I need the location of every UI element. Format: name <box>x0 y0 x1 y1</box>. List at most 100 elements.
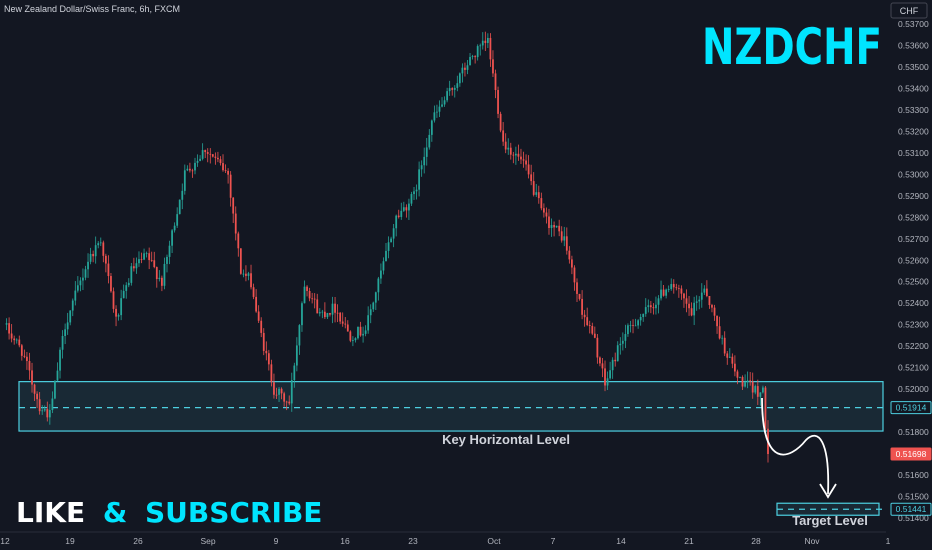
candle-body <box>288 401 291 404</box>
candle-body <box>26 356 28 362</box>
candle-body <box>509 147 512 155</box>
chart-pane[interactable] <box>0 0 886 532</box>
candle-body <box>245 273 247 276</box>
candle-body <box>402 207 405 211</box>
candle-body <box>341 321 344 324</box>
candle-body <box>573 267 576 283</box>
candle-body <box>436 111 438 113</box>
candle-body <box>734 363 736 372</box>
candle-body <box>150 260 153 261</box>
candle-body <box>672 284 675 288</box>
candle-body <box>364 330 367 334</box>
candle-body <box>718 326 721 339</box>
candle-body <box>117 315 120 317</box>
candle-body <box>362 333 364 336</box>
candle-body <box>130 266 133 283</box>
candle-body <box>494 73 497 91</box>
candle-body <box>649 305 652 308</box>
candle-body <box>66 322 69 330</box>
candle-body <box>293 365 296 381</box>
candle-body <box>369 309 372 316</box>
candle-body <box>260 320 263 333</box>
candle-body <box>222 163 224 171</box>
price-tick-label: 0.52500 <box>898 277 929 287</box>
candle-body <box>278 388 280 395</box>
candle-body <box>367 315 370 331</box>
candle-body <box>237 233 240 249</box>
price-tick-label: 0.51600 <box>898 470 929 480</box>
candle-body <box>425 147 428 157</box>
candle-body <box>736 371 739 378</box>
candlestick-series <box>5 31 769 463</box>
candle-body <box>614 359 617 362</box>
candle-body <box>15 339 18 341</box>
candle-body <box>497 90 499 114</box>
candle-body <box>374 292 377 303</box>
price-tick-label: 0.51500 <box>898 492 929 502</box>
candle-body <box>532 181 535 195</box>
projection-arrow-path <box>761 397 830 495</box>
candle-body <box>211 154 214 157</box>
candle-body <box>744 382 746 387</box>
candle-body <box>749 380 752 382</box>
candle-body <box>8 323 10 334</box>
candle-body <box>189 168 191 171</box>
time-tick-label: 7 <box>551 536 556 546</box>
candle-body <box>762 387 764 393</box>
candle-body <box>161 277 163 286</box>
candle-body <box>586 317 589 326</box>
candle-body <box>685 298 688 304</box>
candle-body <box>441 104 443 107</box>
candle-body <box>619 343 622 346</box>
candle-body <box>239 248 242 274</box>
candle-body <box>721 337 724 339</box>
price-tick-label: 0.53400 <box>898 83 929 93</box>
candle-body <box>295 345 298 366</box>
candle-body <box>61 335 64 350</box>
price-axis[interactable]: CHF 0.53700 0.53600 0.53500 0.53400 0.53300 0… <box>886 0 932 550</box>
candle-body <box>336 312 339 314</box>
candle-body <box>214 156 217 158</box>
candle-body <box>512 154 515 156</box>
currency-badge[interactable] <box>890 2 928 19</box>
candle-body <box>408 203 410 211</box>
candle-body <box>675 287 678 289</box>
subscribe-text: SUBSCRIBE <box>145 496 322 529</box>
candle-body <box>578 293 581 299</box>
candle-body <box>250 273 252 288</box>
candle-body <box>754 386 757 393</box>
candle-body <box>135 263 138 269</box>
candle-body <box>59 349 61 371</box>
candle-body <box>227 170 229 175</box>
candle-body <box>550 225 553 229</box>
time-tick-label: Sep <box>200 536 215 546</box>
candle-body <box>418 169 420 190</box>
candle-body <box>571 259 573 268</box>
time-tick-label: 16 <box>340 536 350 546</box>
candle-body <box>173 225 176 231</box>
candle-body <box>183 170 186 191</box>
candle-body <box>606 378 609 386</box>
candle-body <box>581 298 583 315</box>
candle-body <box>655 304 657 309</box>
candle-body <box>168 245 171 257</box>
candle-body <box>107 263 110 277</box>
candle-body <box>708 295 711 306</box>
candle-body <box>143 253 145 260</box>
candle-body <box>31 370 33 385</box>
candle-body <box>377 278 380 293</box>
candle-body <box>323 311 326 318</box>
candle-body <box>420 165 423 170</box>
time-axis[interactable]: 12 19 26 Sep 9 16 23 Oct 7 14 21 28 Nov 1 <box>0 531 932 550</box>
candle-body <box>349 331 352 341</box>
price-tick-label: 0.52100 <box>898 363 929 373</box>
candle-body <box>428 134 431 148</box>
candle-body <box>711 305 713 308</box>
price-tick-label: 0.53000 <box>898 169 929 179</box>
candle-body <box>313 298 316 300</box>
candle-body <box>517 153 520 157</box>
candle-body <box>41 410 44 412</box>
candle-body <box>530 174 533 182</box>
candle-body <box>751 381 754 393</box>
